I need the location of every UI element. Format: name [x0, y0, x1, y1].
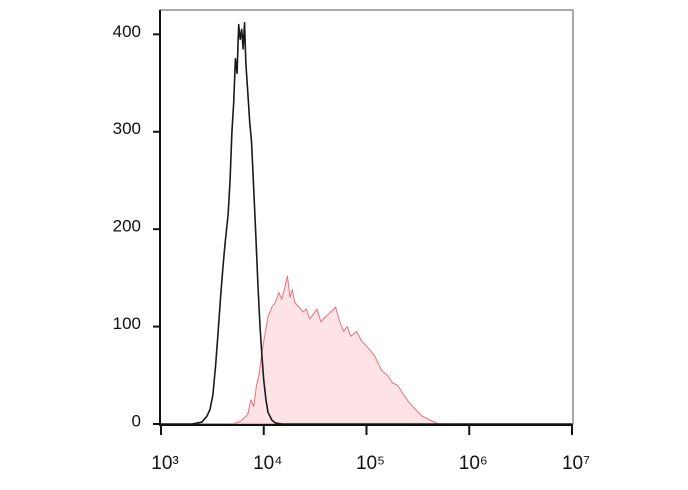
histogram-area: [232, 275, 573, 425]
x-tick-label: 10⁶: [459, 453, 488, 474]
y-tick-label: 100: [113, 314, 141, 333]
x-tick-label: 10³: [151, 453, 178, 474]
x-tick-label: 10⁴: [253, 453, 282, 474]
y-tick-label: 400: [113, 22, 141, 41]
y-tick-label: 0: [132, 411, 141, 430]
x-tick-label: 10⁷: [562, 453, 590, 474]
x-tick-label: 10⁵: [356, 453, 385, 474]
y-tick-label: 200: [113, 217, 141, 236]
y-tick-label: 300: [113, 119, 141, 138]
histogram-line: [161, 21, 572, 425]
